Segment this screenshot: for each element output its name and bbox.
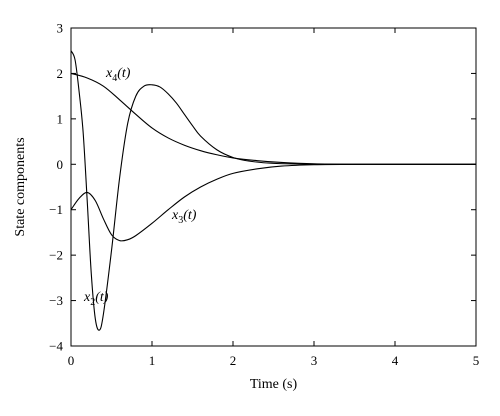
x-axis-title: Time (s)	[250, 377, 298, 392]
ticks	[70, 27, 477, 347]
y-axis-title: State components	[13, 137, 28, 236]
y-tick-label: 1	[57, 111, 64, 126]
series-line-x4t	[70, 72, 476, 165]
x-tick-label: 5	[473, 353, 480, 368]
series-lines	[70, 50, 476, 331]
x-tick-label: 0	[68, 353, 75, 368]
y-tick-label: −1	[49, 202, 63, 217]
x-tick-label: 1	[149, 353, 156, 368]
plot-frame	[70, 27, 477, 347]
y-tick-label: −4	[49, 339, 63, 354]
x-tick-label: 3	[311, 353, 318, 368]
y-tick-label: −3	[49, 293, 63, 308]
y-tick-label: −2	[49, 248, 63, 263]
series-label-x3t: x3(t)	[171, 208, 197, 226]
x-tick-label: 4	[392, 353, 399, 368]
series-label-x2t: x2(t)	[83, 290, 109, 308]
y-tick-label: 0	[57, 157, 64, 172]
series-line-x2t	[70, 50, 476, 331]
series-line-x3t	[70, 163, 476, 242]
series-labels: x2(t) x3(t) x4(t)	[83, 66, 197, 308]
x-tick-label: 2	[230, 353, 237, 368]
y-tick-label: 2	[57, 66, 64, 81]
series-label-x4t: x4(t)	[105, 66, 131, 84]
tick-labels: 0 1 2 3 4 5 3 2 1 0 −1 −2 −3 −4	[49, 21, 479, 369]
y-tick-label: 3	[57, 21, 64, 36]
